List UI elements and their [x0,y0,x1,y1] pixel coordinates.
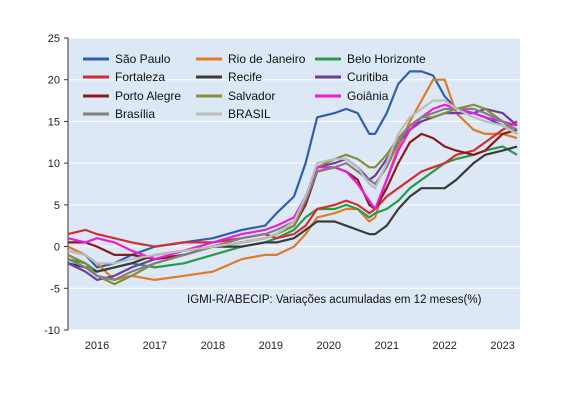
plot-background [68,38,520,330]
series-line [67,99,518,265]
legend-label: Belo Horizonte [347,52,426,66]
series-line [67,107,518,281]
legend-label: Fortaleza [115,70,165,84]
x-tick-label: 2022 [432,340,456,352]
x-tick-label: 2021 [374,340,398,352]
legend-label: Rio de Janeiro [228,52,306,66]
y-tick-label: 10 [48,158,60,170]
legend-label: Recife [228,70,262,84]
y-tick-label: -10 [44,325,60,337]
series-line [67,120,518,248]
legend-label: Porto Alegre [115,89,181,103]
x-tick-label: 2018 [201,340,225,352]
y-tick-label: 5 [54,200,60,212]
legend-label: Brasília [115,107,155,121]
legend-label: Goiânia [347,89,389,103]
chart-annotation: IGMI-R/ABECIP: Variações acumuladas em 1… [187,294,482,306]
series-line [67,70,518,269]
x-tick-label: 2020 [317,340,341,352]
legend-label: BRASIL [228,107,271,121]
legend: São Paulo Rio de Janeiro Belo Horizonte For… [83,52,426,121]
y-tick-label: 20 [48,75,60,87]
legend-label: Salvador [228,89,275,103]
legend-label: Curitiba [347,70,389,84]
y-tick-label: 0 [54,242,60,254]
y-tick-label: 25 [48,33,60,45]
y-axis-ticks: 25 20 15 10 5 0 -5 -10 [44,33,69,337]
series-line [67,103,518,261]
series-lines [67,70,518,286]
x-tick-label: 2023 [490,340,514,352]
y-tick-label: 15 [48,116,60,128]
x-axis-ticks: 2016 2017 2018 2019 2020 2021 2022 2023 [85,340,515,352]
x-tick-label: 2016 [85,340,109,352]
legend-label: São Paulo [115,52,171,66]
x-tick-label: 2017 [143,340,167,352]
x-tick-label: 2019 [259,340,283,352]
series-line [67,78,518,281]
y-tick-label: -5 [50,283,60,295]
